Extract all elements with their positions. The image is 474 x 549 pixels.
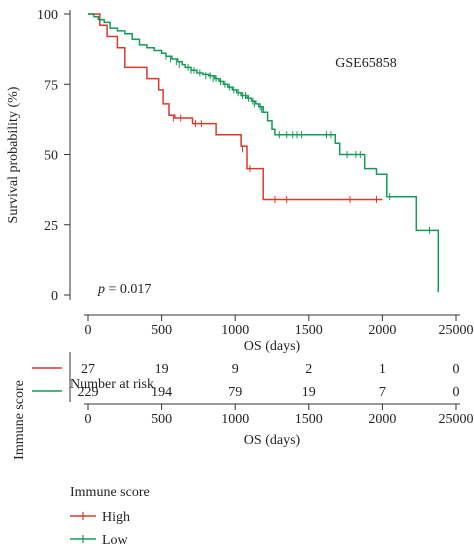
y-tick-label: 100 [37,8,58,23]
risk-count: 27 [81,362,95,377]
y-tick-label: 25 [44,219,58,234]
p-value-symbol: p [97,282,105,297]
x-tick-label: 1500 [295,323,323,338]
risk-count: 7 [379,385,386,400]
risk-count: 19 [302,385,316,400]
risk-table: Number at risk Immune score 0 500 1000 1500… [12,352,474,460]
y-tick-label: 75 [44,78,58,93]
x-tick-label: 25000 [439,323,474,338]
km-axes [69,10,460,316]
risk-count: 79 [228,385,242,400]
legend: Immune score High Low [70,485,150,548]
dataset-annotation: GSE65858 [335,56,396,71]
risk-x-tick-label: 500 [151,412,172,427]
risk-count: 0 [453,362,460,377]
risk-count: 229 [78,385,99,400]
risk-count: 19 [155,362,169,377]
legend-entries: High Low [70,510,130,548]
risk-rows: 27 19 9 2 1 0 229 194 79 19 7 0 [32,362,460,400]
risk-count: 2 [305,362,312,377]
risk-table-title: Number at risk [70,377,154,392]
x-tick-label: 500 [151,323,172,338]
p-value-annotation: p = 0.017 [97,282,151,297]
legend-label-high: High [102,510,130,525]
legend-label-low: Low [102,533,129,548]
risk-x-tick-label: 2000 [368,412,396,427]
x-axis-title: OS (days) [244,339,301,354]
risk-x-tick-label: 1500 [295,412,323,427]
km-curves [88,13,440,293]
legend-title: Immune score [70,485,150,500]
p-value-text: = 0.017 [105,282,151,297]
risk-count: 1 [379,362,386,377]
risk-count: 194 [151,385,172,400]
risk-table-ylabel: Immune score [12,380,27,460]
risk-x-tick-label: 1000 [221,412,249,427]
x-tick-label: 2000 [368,323,396,338]
risk-x-tick-label: 0 [85,412,92,427]
risk-count: 9 [232,362,239,377]
km-curve-high [88,13,383,201]
x-tick-label: 0 [85,323,92,338]
km-curve-low [88,13,440,293]
risk-count: 0 [453,385,460,400]
y-tick-label: 0 [51,289,58,304]
y-axis-title: Survival probability (%) [6,86,21,223]
risk-x-axis-title: OS (days) [244,433,301,448]
y-tick-label: 50 [44,149,58,164]
risk-axes: 0 500 1000 1500 2000 25000 [69,352,474,427]
x-tick-label: 1000 [221,323,249,338]
risk-x-tick-label: 25000 [439,412,474,427]
